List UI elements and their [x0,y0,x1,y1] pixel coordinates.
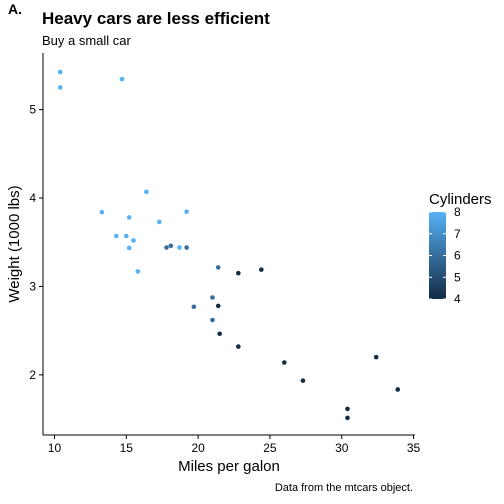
data-point [120,77,125,82]
legend-tick-label: 6 [454,249,461,263]
data-point [345,407,350,412]
data-point [301,378,306,383]
data-point [58,70,63,75]
panel-tag: A. [8,1,22,17]
data-point [184,245,189,250]
data-point [127,215,132,220]
data-point [259,267,264,272]
data-points [58,70,400,420]
x-tick-label: 10 [48,441,62,455]
x-tick-label: 20 [191,441,205,455]
data-point [345,416,350,421]
y-tick-label: 4 [29,191,36,205]
data-point [135,269,140,274]
x-tick-label: 30 [335,441,349,455]
data-point [192,304,197,309]
data-point [144,190,149,195]
y-tick-label: 2 [29,368,36,382]
data-point [210,295,215,300]
y-tick-label: 3 [29,279,36,293]
data-point [184,209,189,214]
legend-tick-label: 8 [454,205,461,219]
data-point [157,220,162,225]
data-point [58,85,63,90]
legend-tick-label: 7 [454,227,461,241]
data-point [216,265,221,270]
y-axis-label: Weight (1000 lbs) [6,185,23,302]
x-tick-label: 15 [120,441,134,455]
data-point [395,387,400,392]
data-point [164,245,169,250]
data-point [217,331,222,336]
x-tick-label: 35 [407,441,421,455]
legend-tick-label: 5 [454,270,461,284]
x-ticks: 10 15 20 25 30 35 [48,435,421,455]
axes [43,53,415,435]
data-point [282,360,287,365]
data-point [124,234,129,239]
data-point [216,304,221,309]
data-point [114,234,119,239]
data-point [100,210,105,215]
data-point [210,318,215,323]
data-point [131,238,136,243]
caption: Data from the mtcars object. [275,482,413,494]
chart-title: Heavy cars are less efficient [42,9,270,28]
data-point [374,355,379,360]
chart-subtitle: Buy a small car [42,33,132,48]
y-ticks: 2 3 4 5 [29,103,43,382]
legend-tick-label: 4 [454,292,461,306]
data-point [169,243,174,248]
x-tick-label: 25 [263,441,277,455]
data-point [177,245,182,250]
data-point [127,246,132,251]
x-axis-label: Miles per galon [178,458,280,475]
data-point [236,344,241,349]
y-tick-label: 5 [29,103,36,117]
data-point [236,271,241,276]
